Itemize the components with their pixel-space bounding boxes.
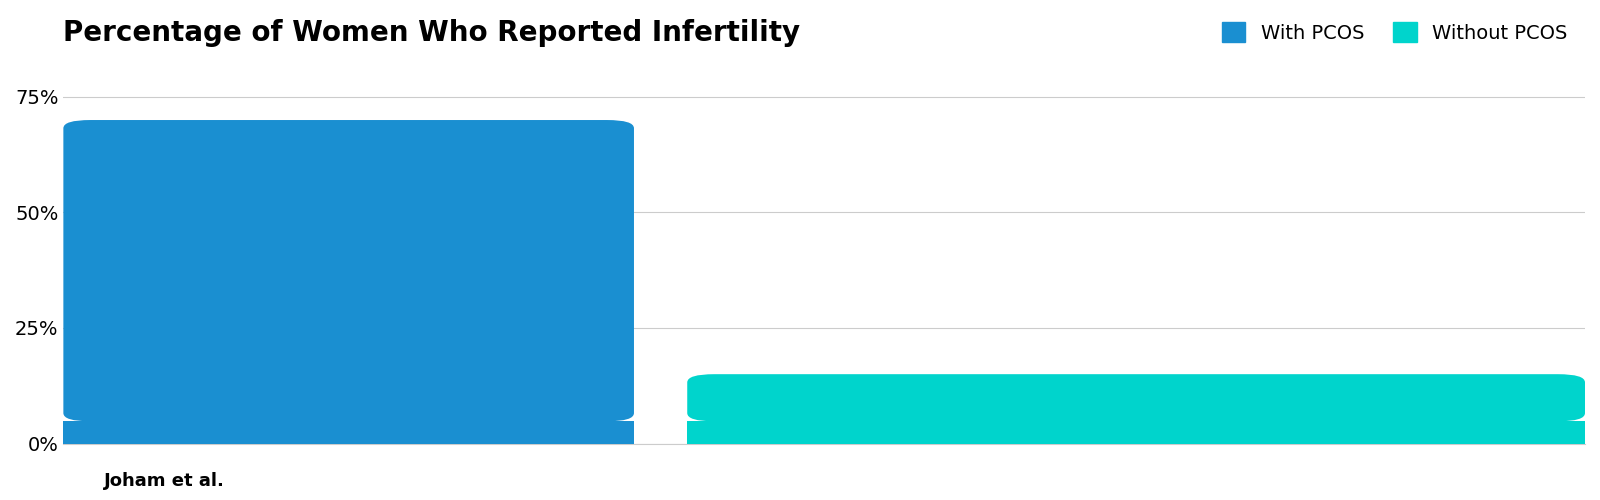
Bar — [688, 421, 1586, 444]
FancyBboxPatch shape — [688, 374, 1586, 422]
Bar — [64, 421, 634, 444]
Legend: With PCOS, Without PCOS: With PCOS, Without PCOS — [1214, 14, 1576, 51]
Text: Percentage of Women Who Reported Infertility: Percentage of Women Who Reported Inferti… — [64, 20, 800, 48]
FancyBboxPatch shape — [64, 120, 634, 422]
Text: Joham et al.: Joham et al. — [104, 472, 226, 490]
